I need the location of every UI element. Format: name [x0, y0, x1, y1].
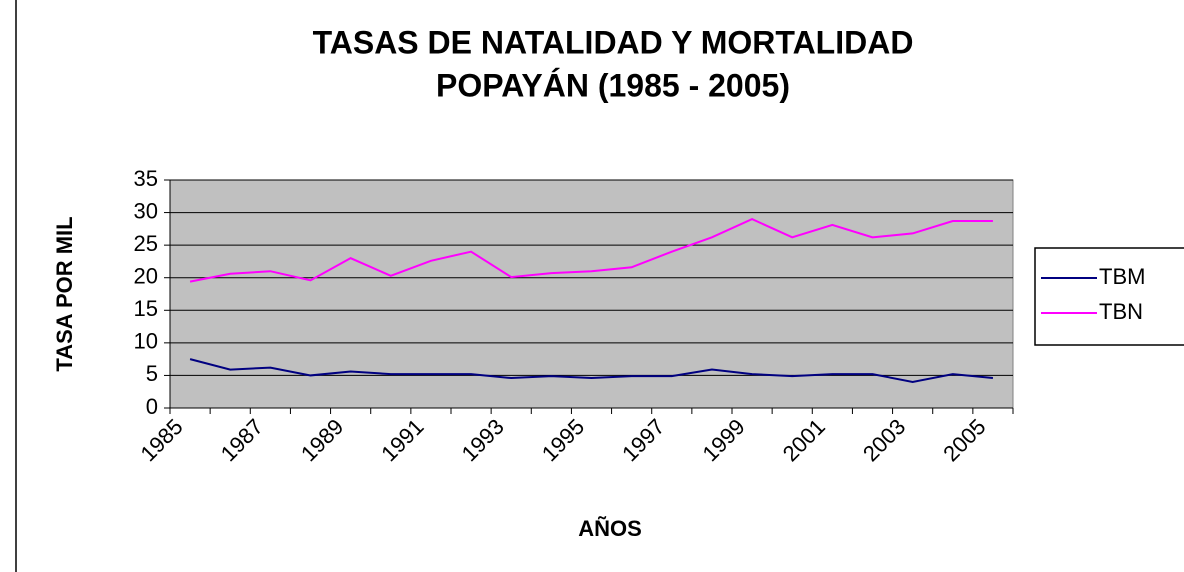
x-axis-label: AÑOS [578, 516, 642, 541]
chart-title: TASAS DE NATALIDAD Y MORTALIDAD [313, 24, 914, 60]
plot-area [169, 179, 1014, 409]
y-tick-label: 20 [134, 264, 158, 289]
chart-title: POPAYÁN (1985 - 2005) [436, 67, 790, 103]
y-axis-label: TASA POR MIL [52, 216, 77, 371]
y-tick-label: 5 [146, 361, 158, 386]
line-series [189, 217, 993, 283]
y-tick-label: 15 [134, 296, 158, 321]
legend-box [1034, 247, 1184, 346]
legend-label: TBM [1099, 264, 1145, 289]
y-tick-label: 25 [134, 231, 158, 256]
y-tick-label: 10 [134, 329, 158, 354]
y-tick-label: 30 [134, 198, 158, 223]
y-tick-label: 0 [146, 394, 158, 419]
line-series [189, 358, 994, 383]
legend-label: TBN [1099, 299, 1143, 324]
y-tick-label: 35 [134, 166, 158, 191]
